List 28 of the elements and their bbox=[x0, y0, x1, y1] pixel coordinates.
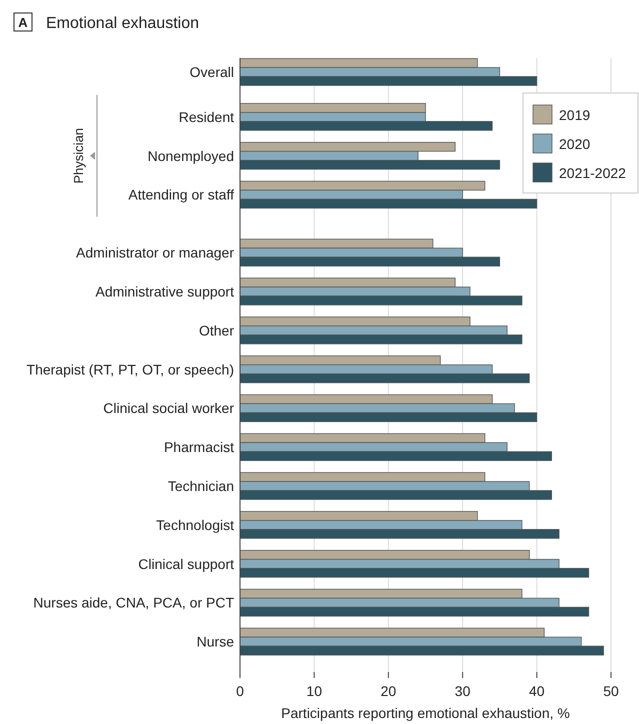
y-tick-label: Nurses aide, CNA, PCA, or PCT bbox=[33, 594, 234, 611]
y-tick-label: Other bbox=[198, 322, 234, 338]
x-tick-label: 10 bbox=[306, 683, 322, 699]
y-tick-label: Attending or staff bbox=[128, 186, 234, 203]
y-tick-label: Overall bbox=[190, 64, 234, 80]
y-tick-label: Therapist (RT, PT, OT, or speech) bbox=[26, 361, 234, 378]
y-tick-label: Clinical support bbox=[138, 556, 234, 572]
y-tick-label: Administrative support bbox=[95, 284, 234, 300]
text: Physician bbox=[71, 128, 86, 184]
y-tick-label: Clinical social worker bbox=[103, 400, 234, 416]
legend-label: 2021-2022 bbox=[559, 165, 626, 181]
x-axis-title: Participants reporting emotional exhaustion, % bbox=[281, 705, 570, 721]
y-tick-label: Administrator or manager bbox=[76, 244, 234, 261]
y-tick-label: Technician bbox=[168, 478, 234, 494]
x-tick-label: 50 bbox=[603, 683, 619, 699]
y-tick-label: Nonemployed bbox=[148, 148, 234, 164]
y-tick-label: Nurse bbox=[196, 634, 234, 650]
text: A bbox=[18, 15, 28, 30]
y-tick-label: Technologist bbox=[156, 516, 234, 533]
x-tick-label: 20 bbox=[380, 683, 396, 699]
y-tick-label: Resident bbox=[178, 108, 234, 125]
legend-label: 2020 bbox=[559, 136, 590, 152]
chart-title: Emotional exhaustion bbox=[46, 15, 199, 32]
legend-label: 2019 bbox=[559, 107, 590, 123]
x-tick-label: 0 bbox=[236, 683, 244, 699]
x-tick-label: 30 bbox=[454, 683, 471, 699]
y-tick-label: Pharmacist bbox=[164, 439, 234, 456]
x-tick-label: 40 bbox=[529, 683, 545, 699]
